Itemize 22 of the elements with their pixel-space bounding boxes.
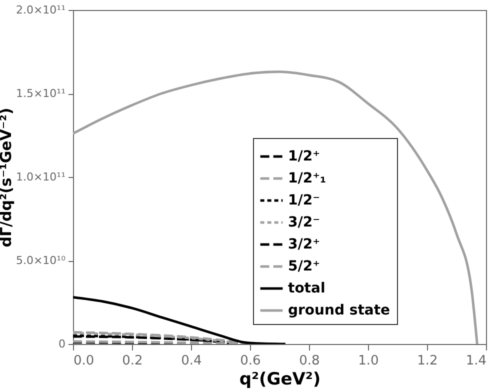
x-tick-label: 1.2 bbox=[417, 354, 438, 368]
x-tick-label: 0.8 bbox=[299, 354, 320, 368]
legend-label: 3/2⁺ bbox=[288, 236, 320, 252]
x-axis-title: q²(GeV²) bbox=[239, 370, 321, 390]
x-tick-label: 0.2 bbox=[122, 354, 143, 368]
y-tick-label: 1.5×10¹¹ bbox=[16, 87, 66, 100]
legend-label: 1/2⁺ bbox=[288, 148, 320, 164]
legend-label: total bbox=[288, 280, 326, 296]
x-tick-label: 0.0 bbox=[74, 354, 94, 368]
legend-label: 1/2⁻ bbox=[288, 192, 320, 208]
y-tick-label: 1.0×10¹¹ bbox=[16, 170, 66, 184]
y-tick-label: 2.0×10¹¹ bbox=[16, 4, 66, 16]
legend-label: 5/2⁺ bbox=[288, 258, 320, 274]
y-tick-label: 0 bbox=[58, 338, 66, 350]
legend-label: 1/2⁺₁ bbox=[288, 170, 326, 186]
x-tick-label: 1.0 bbox=[358, 354, 379, 368]
legend-label: 3/2⁻ bbox=[288, 214, 320, 230]
legend-label: ground state bbox=[288, 302, 390, 318]
y-tick-label: 5.0×10¹⁰ bbox=[16, 254, 66, 267]
x-tick-label: 0.4 bbox=[181, 354, 202, 368]
x-tick-label: 0.6 bbox=[240, 354, 261, 368]
x-tick-label: 1.4 bbox=[466, 354, 486, 368]
